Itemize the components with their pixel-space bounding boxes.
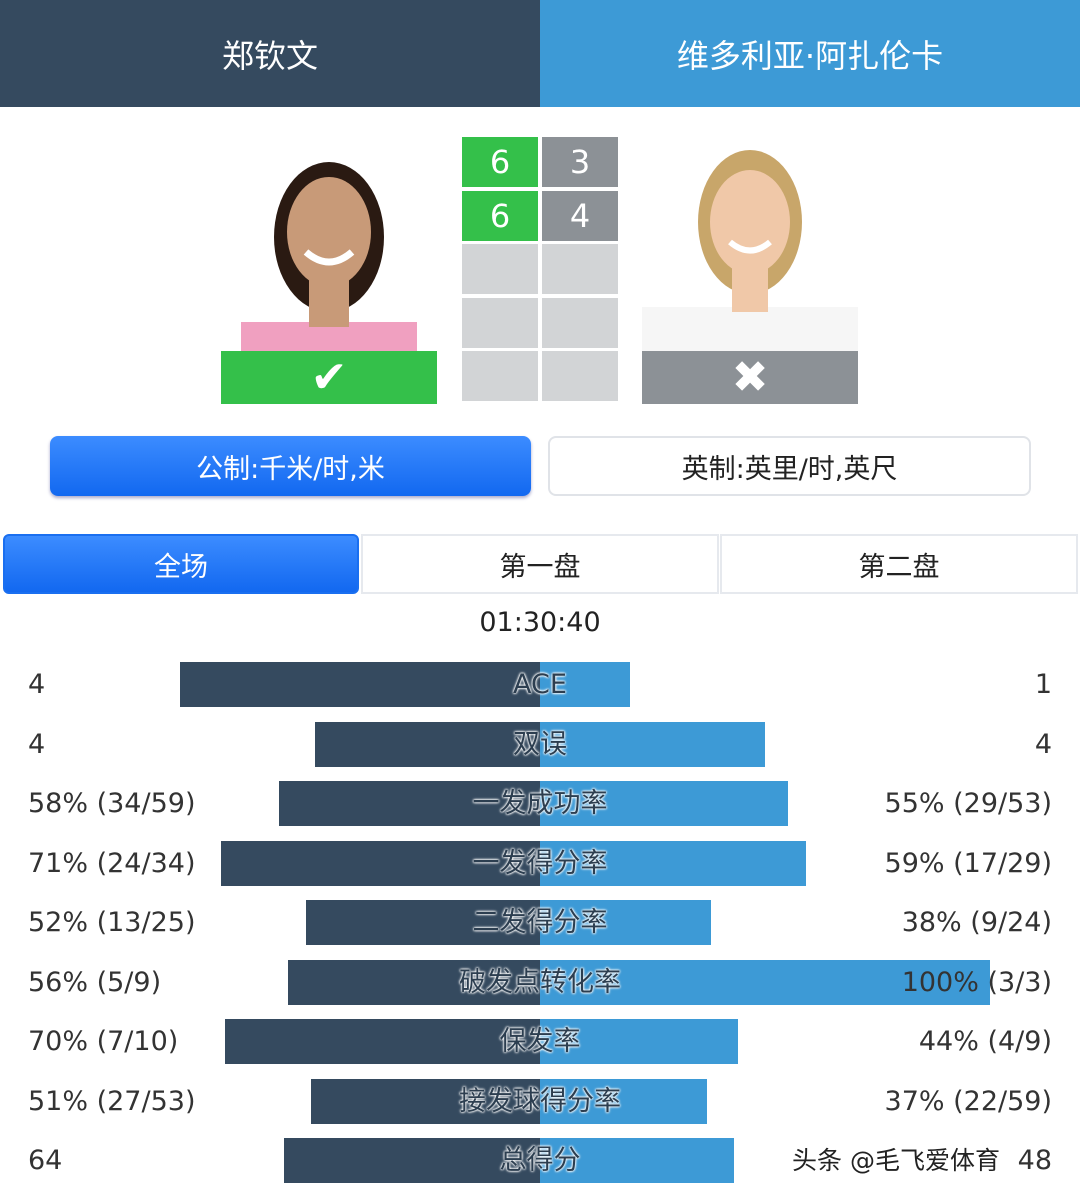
player1-bar bbox=[180, 662, 540, 707]
player2-bar bbox=[540, 840, 806, 886]
player1-bar bbox=[315, 721, 540, 767]
stat-row: 64 48 总得分 bbox=[0, 1138, 1080, 1183]
stat-row: 52% (13/25) 38% (9/24) 二发得分率 bbox=[0, 900, 1080, 945]
player1-bar bbox=[310, 1078, 540, 1124]
score-cell-set4-p2 bbox=[542, 297, 618, 348]
player1-bar bbox=[279, 781, 540, 826]
stat-row: 4 1 ACE bbox=[0, 662, 1080, 707]
player2-bar bbox=[540, 662, 630, 707]
stat-row: 51% (27/53) 37% (22/59) 接发球得分率 bbox=[0, 1078, 1080, 1124]
player1-bar bbox=[225, 1019, 540, 1064]
player1-bar bbox=[288, 959, 540, 1005]
player1-bar bbox=[220, 840, 540, 886]
player1-photo bbox=[221, 137, 437, 351]
stat-label: 双误 bbox=[513, 728, 567, 760]
player2-bar bbox=[540, 1138, 734, 1183]
player2-value: 37% (22/59) bbox=[884, 1085, 1052, 1117]
player1-value: 4 bbox=[28, 728, 46, 760]
player2-value: 59% (17/29) bbox=[884, 847, 1052, 879]
player2-value: 4 bbox=[1034, 728, 1052, 760]
score-cell-set2-p1: 6 bbox=[462, 190, 538, 241]
loser-badge: ✖ bbox=[642, 351, 858, 404]
metric-label: 公制:千米/时,米 bbox=[196, 453, 385, 485]
player1-value: 58% (34/59) bbox=[28, 788, 196, 819]
imperial-label: 英制:英里/时,英尺 bbox=[681, 453, 898, 485]
stat-row: 56% (5/9) 100% (3/3) 破发点转化率 bbox=[0, 959, 1080, 1005]
player1-value: 64 bbox=[28, 1145, 63, 1176]
watermark: 头条 @毛飞爱体育 bbox=[792, 1146, 1000, 1175]
stat-row: 70% (7/10) 44% (4/9) 保发率 bbox=[0, 1019, 1080, 1064]
score-cell-set2-p2: 4 bbox=[542, 190, 618, 241]
stat-label: 总得分 bbox=[499, 1145, 581, 1176]
player1-header: 郑钦文 bbox=[0, 0, 540, 107]
stat-row: 71% (24/34) 59% (17/29) 一发得分率 bbox=[0, 840, 1080, 886]
player1-bar bbox=[306, 900, 540, 945]
player1-value: 71% (24/34) bbox=[28, 847, 196, 879]
player2-value: 1 bbox=[1034, 669, 1052, 700]
stat-label: 一发成功率 bbox=[472, 788, 608, 819]
score-cell-set1-p2: 3 bbox=[542, 137, 618, 187]
match-duration: 01:30:40 bbox=[479, 607, 601, 638]
player2-value: 48 bbox=[1017, 1145, 1052, 1176]
tab-label: 第二盘 bbox=[858, 551, 940, 583]
score-cell-set1-p1: 6 bbox=[462, 137, 538, 187]
player2-bar bbox=[540, 721, 765, 767]
player1-value: 52% (13/25) bbox=[28, 907, 196, 938]
player2-bar bbox=[540, 1019, 738, 1064]
player1-name: 郑钦文 bbox=[221, 36, 318, 75]
player2-bar bbox=[540, 1078, 707, 1124]
player2-value: 44% (4/9) bbox=[918, 1026, 1052, 1057]
player2-bar bbox=[540, 959, 990, 1005]
stat-label: 一发得分率 bbox=[472, 847, 608, 879]
stat-label: 破发点转化率 bbox=[459, 966, 621, 998]
stat-row: 58% (34/59) 55% (29/53) 一发成功率 bbox=[0, 781, 1080, 826]
player1-bar bbox=[283, 1138, 540, 1183]
score-cell-set3-p2 bbox=[542, 244, 618, 294]
score-cell-set5-p1 bbox=[462, 351, 538, 401]
player2-value: 55% (29/53) bbox=[884, 788, 1052, 819]
stat-row: 4 4 双误 bbox=[0, 721, 1080, 767]
player1-value: 56% (5/9) bbox=[28, 966, 162, 998]
score-cell-set3-p1 bbox=[462, 244, 538, 294]
score-cell-set4-p1 bbox=[462, 297, 538, 348]
player2-bar bbox=[540, 900, 711, 945]
player2-name: 维多利亚·阿扎伦卡 bbox=[676, 36, 944, 75]
tab-set-1[interactable]: 第一盘 bbox=[361, 534, 719, 594]
winner-badge: ✔ bbox=[221, 351, 437, 404]
check-icon: ✔ bbox=[310, 352, 348, 403]
tab-set-2[interactable]: 第二盘 bbox=[720, 534, 1078, 594]
stat-label: 二发得分率 bbox=[472, 907, 608, 938]
player2-value: 100% (3/3) bbox=[901, 966, 1052, 998]
tab-full-match[interactable]: 全场 bbox=[3, 534, 359, 594]
player1-value: 4 bbox=[28, 669, 46, 700]
player2-value: 38% (9/24) bbox=[901, 907, 1052, 938]
tab-label: 全场 bbox=[154, 551, 208, 583]
x-icon: ✖ bbox=[731, 352, 769, 403]
player1-value: 51% (27/53) bbox=[28, 1085, 196, 1117]
metric-units-button[interactable]: 公制:千米/时,米 bbox=[50, 436, 531, 496]
tab-label: 第一盘 bbox=[499, 551, 581, 583]
score-cell-set5-p2 bbox=[542, 351, 618, 401]
stat-label: 保发率 bbox=[499, 1026, 581, 1057]
player2-bar bbox=[540, 781, 788, 826]
stat-label: ACE bbox=[513, 669, 567, 700]
player2-photo bbox=[642, 137, 858, 351]
player2-header: 维多利亚·阿扎伦卡 bbox=[540, 0, 1080, 107]
stat-label: 接发球得分率 bbox=[459, 1085, 621, 1117]
player1-value: 70% (7/10) bbox=[28, 1026, 179, 1057]
imperial-units-button[interactable]: 英制:英里/时,英尺 bbox=[548, 436, 1031, 496]
